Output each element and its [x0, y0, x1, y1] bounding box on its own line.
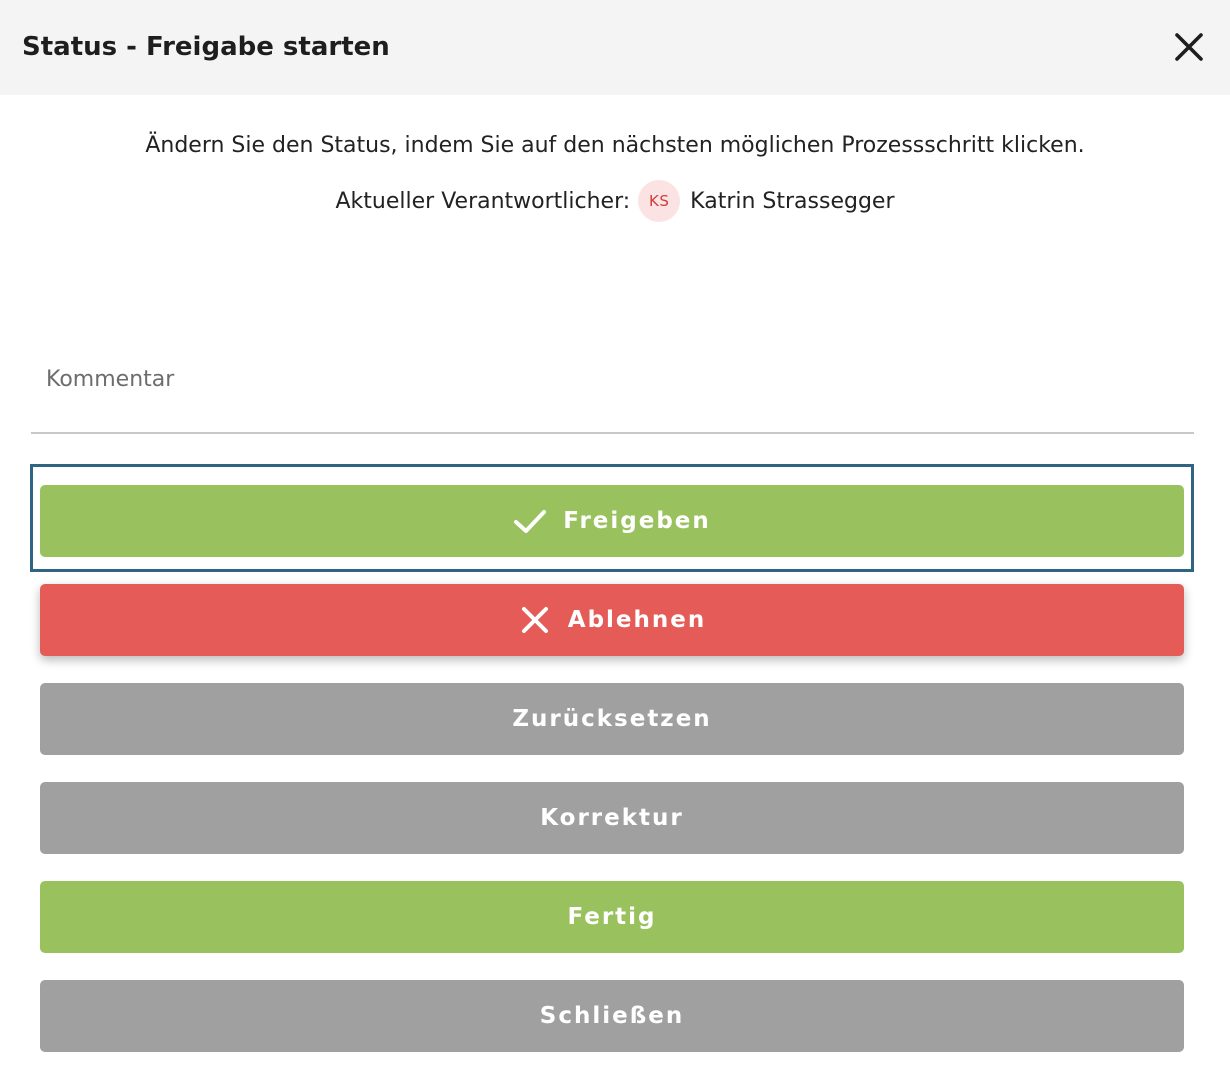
done-button-label: Fertig — [567, 904, 657, 930]
focus-outline — [30, 464, 1194, 572]
done-button[interactable]: Fertig — [40, 881, 1184, 953]
check-icon — [513, 504, 547, 538]
close-action-button-label: Schließen — [539, 1003, 685, 1029]
instruction-text: Ändern Sie den Status, indem Sie auf den… — [145, 133, 1085, 158]
comment-field-wrapper — [31, 340, 1194, 434]
reject-button[interactable]: Ablehnen — [40, 584, 1184, 656]
avatar: KS — [638, 180, 681, 222]
responsible-row: Aktueller Verantwortlicher: KS Katrin St… — [0, 178, 1230, 224]
responsible-label: Aktueller Verantwortlicher: — [335, 188, 631, 214]
responsible-name: Katrin Strassegger — [690, 188, 895, 214]
reject-button-label: Ablehnen — [567, 607, 707, 633]
close-icon — [1175, 33, 1203, 61]
approve-button-label: Freigeben — [563, 508, 711, 534]
reset-button[interactable]: Zurücksetzen — [40, 683, 1184, 755]
comment-input[interactable] — [31, 340, 1194, 418]
correction-button[interactable]: Korrektur — [40, 782, 1184, 854]
correction-button-label: Korrektur — [540, 805, 684, 831]
reset-button-label: Zurücksetzen — [512, 706, 712, 732]
close-icon — [518, 603, 552, 637]
close-action-button[interactable]: Schließen — [40, 980, 1184, 1052]
dialog-header: Status - Freigabe starten — [0, 0, 1230, 95]
close-button[interactable] — [1164, 22, 1214, 72]
approve-button[interactable]: Freigeben — [40, 485, 1184, 557]
dialog-title: Status - Freigabe starten — [22, 32, 390, 62]
